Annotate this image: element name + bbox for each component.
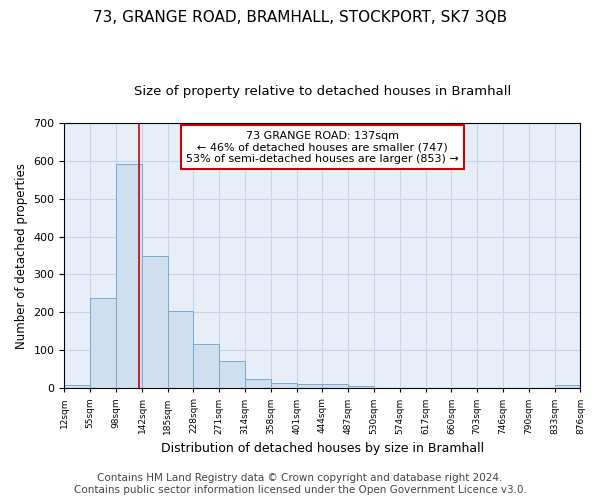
Bar xyxy=(322,384,348,388)
Bar xyxy=(116,164,142,388)
Text: 73, GRANGE ROAD, BRAMHALL, STOCKPORT, SK7 3QB: 73, GRANGE ROAD, BRAMHALL, STOCKPORT, SK… xyxy=(93,10,507,25)
Bar xyxy=(555,385,580,388)
Bar xyxy=(64,385,90,388)
Bar xyxy=(348,386,374,388)
Bar xyxy=(142,256,168,388)
Text: 73 GRANGE ROAD: 137sqm
← 46% of detached houses are smaller (747)
53% of semi-de: 73 GRANGE ROAD: 137sqm ← 46% of detached… xyxy=(186,130,459,164)
Bar xyxy=(271,384,297,388)
Bar xyxy=(219,362,245,388)
Bar xyxy=(245,379,271,388)
Text: Contains HM Land Registry data © Crown copyright and database right 2024.
Contai: Contains HM Land Registry data © Crown c… xyxy=(74,474,526,495)
Bar xyxy=(193,344,219,389)
Title: Size of property relative to detached houses in Bramhall: Size of property relative to detached ho… xyxy=(134,85,511,98)
Y-axis label: Number of detached properties: Number of detached properties xyxy=(15,162,28,348)
X-axis label: Distribution of detached houses by size in Bramhall: Distribution of detached houses by size … xyxy=(161,442,484,455)
Bar xyxy=(168,310,193,388)
Bar xyxy=(297,384,322,388)
Bar xyxy=(90,298,116,388)
